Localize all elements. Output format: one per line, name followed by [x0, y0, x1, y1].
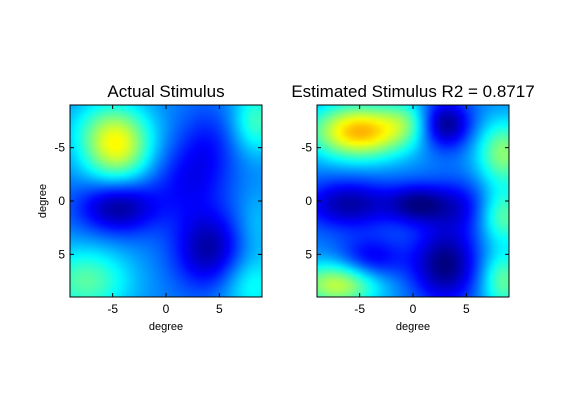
- estimated-stimulus-xticks: -5 0 5: [354, 105, 470, 316]
- actual-stimulus-title: Actual Stimulus: [107, 82, 224, 101]
- estimated-stimulus-axes: Estimated Stimulus R2 = 0.8717 -5 0 5 -5 0 5…: [291, 82, 534, 333]
- estimated-stimulus-ytick-label: 0: [305, 194, 312, 208]
- actual-stimulus-xtick-label: 5: [216, 302, 223, 316]
- actual-stimulus-xtick-label: -5: [107, 302, 118, 316]
- estimated-stimulus-xtick-label: 5: [463, 302, 470, 316]
- estimated-stimulus-yticks: -5 0 5: [301, 141, 509, 261]
- actual-stimulus-ytick-label: -5: [54, 141, 65, 155]
- actual-stimulus-ytick-label: 5: [58, 247, 65, 261]
- actual-stimulus-ytick-label: 0: [58, 194, 65, 208]
- actual-stimulus-xtick-label: 0: [163, 302, 170, 316]
- estimated-stimulus-xtick-label: 0: [410, 302, 417, 316]
- actual-stimulus-ylabel: degree: [37, 184, 49, 218]
- estimated-stimulus-heatmap: [317, 105, 509, 297]
- estimated-stimulus-xtick-label: -5: [354, 302, 365, 316]
- actual-stimulus-yticks: -5 0 5: [54, 141, 262, 261]
- estimated-stimulus-xlabel: degree: [396, 321, 430, 333]
- estimated-stimulus-ytick-label: 5: [305, 247, 312, 261]
- estimated-stimulus-ytick-label: -5: [301, 141, 312, 155]
- actual-stimulus-xticks: -5 0 5: [107, 105, 223, 316]
- actual-stimulus-xlabel: degree: [149, 321, 183, 333]
- actual-stimulus-heatmap: [70, 105, 262, 297]
- estimated-stimulus-title: Estimated Stimulus R2 = 0.8717: [291, 82, 534, 101]
- actual-stimulus-axes: Actual Stimulus -5 0 5 -5 0 5 degree degree: [37, 82, 263, 333]
